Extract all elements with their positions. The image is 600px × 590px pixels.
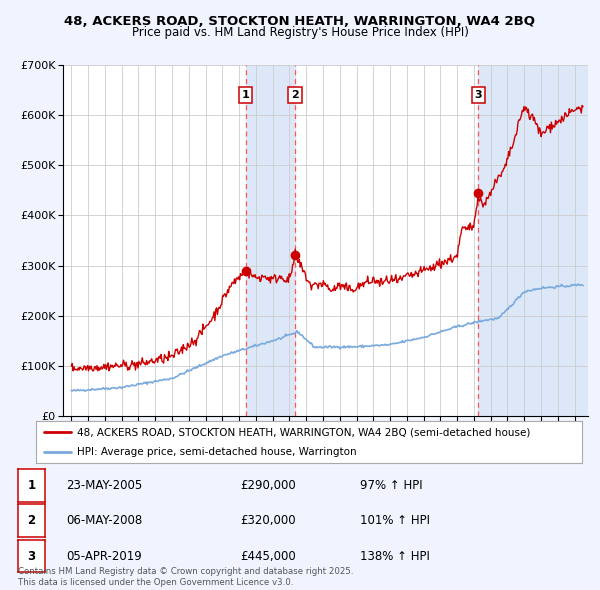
Text: Price paid vs. HM Land Registry's House Price Index (HPI): Price paid vs. HM Land Registry's House … — [131, 26, 469, 39]
Text: 138% ↑ HPI: 138% ↑ HPI — [360, 549, 430, 563]
Text: 97% ↑ HPI: 97% ↑ HPI — [360, 478, 422, 492]
Bar — [245, 65, 295, 416]
Text: 1: 1 — [28, 478, 35, 492]
Text: 05-APR-2019: 05-APR-2019 — [66, 549, 142, 563]
Text: £445,000: £445,000 — [240, 549, 296, 563]
Text: 3: 3 — [28, 549, 35, 563]
Text: 2: 2 — [28, 514, 35, 527]
Text: HPI: Average price, semi-detached house, Warrington: HPI: Average price, semi-detached house,… — [77, 447, 356, 457]
Text: 101% ↑ HPI: 101% ↑ HPI — [360, 514, 430, 527]
Bar — [478, 65, 588, 416]
Text: £320,000: £320,000 — [240, 514, 296, 527]
Text: 2: 2 — [291, 90, 299, 100]
Text: £290,000: £290,000 — [240, 478, 296, 492]
Text: 3: 3 — [475, 90, 482, 100]
Text: 23-MAY-2005: 23-MAY-2005 — [66, 478, 142, 492]
Text: 48, ACKERS ROAD, STOCKTON HEATH, WARRINGTON, WA4 2BQ: 48, ACKERS ROAD, STOCKTON HEATH, WARRING… — [65, 15, 536, 28]
Text: 06-MAY-2008: 06-MAY-2008 — [66, 514, 142, 527]
Text: 1: 1 — [242, 90, 250, 100]
Text: 48, ACKERS ROAD, STOCKTON HEATH, WARRINGTON, WA4 2BQ (semi-detached house): 48, ACKERS ROAD, STOCKTON HEATH, WARRING… — [77, 427, 530, 437]
Text: Contains HM Land Registry data © Crown copyright and database right 2025.
This d: Contains HM Land Registry data © Crown c… — [18, 568, 353, 586]
